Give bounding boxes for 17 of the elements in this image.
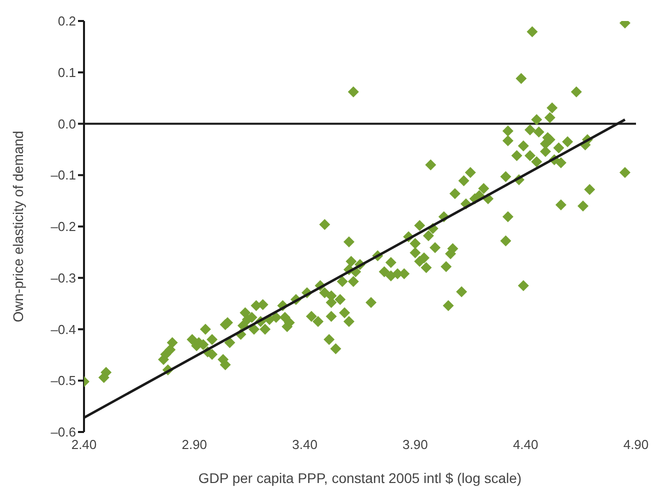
x-tick-label: 4.40	[512, 437, 538, 452]
y-axis-title: Own-price elasticity of demand	[10, 130, 26, 322]
x-tick-label: 2.90	[182, 437, 208, 452]
x-tick-label: 3.40	[292, 437, 318, 452]
y-tick-label: 0.1	[58, 64, 76, 80]
y-tick-label: –0.2	[50, 219, 76, 234]
y-tick-label: 0.0	[58, 116, 76, 132]
x-tick-label: 3.90	[402, 437, 428, 452]
y-tick-label: –0.6	[50, 424, 76, 440]
y-tick-label: –0.5	[50, 373, 76, 388]
y-tick-label: –0.3	[50, 270, 76, 286]
y-tick-label: 0.2	[58, 14, 76, 29]
y-tick-label: –0.4	[50, 322, 76, 337]
y-tick-label: –0.1	[50, 168, 76, 183]
x-tick-label: 2.40	[71, 437, 97, 452]
x-tick-label: 4.90	[623, 437, 649, 452]
x-axis-title: GDP per capita PPP, constant 2005 intl $ (log scale)	[198, 470, 522, 486]
